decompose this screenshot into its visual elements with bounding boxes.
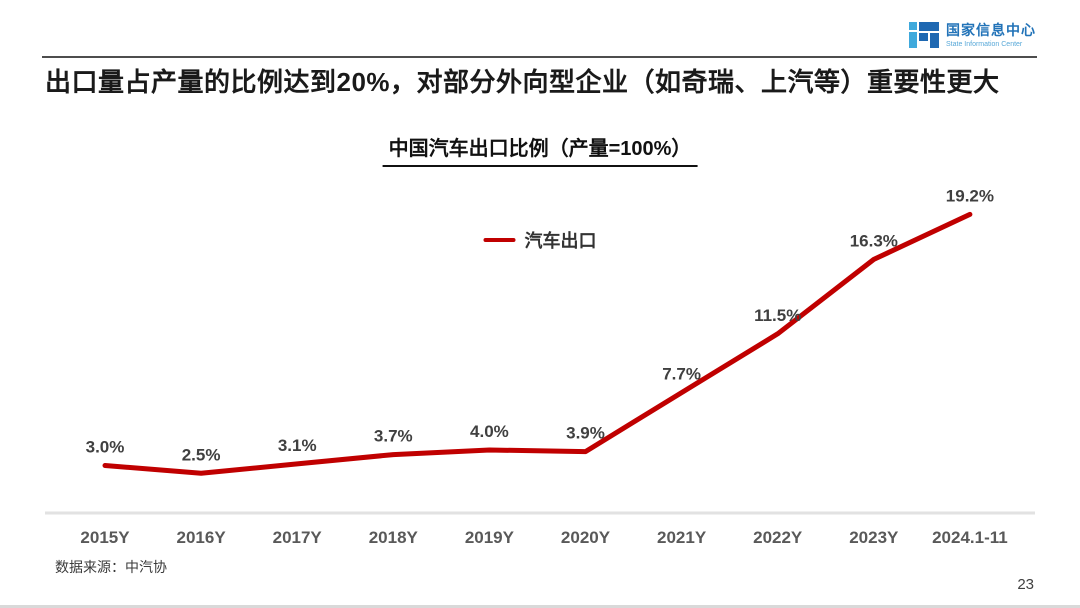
logo-text: 国家信息中心 State Information Center — [946, 20, 1036, 48]
x-axis-label: 2024.1-11 — [932, 528, 1008, 547]
chart-legend: 汽车出口 — [483, 227, 597, 253]
data-point-label: 19.2% — [946, 186, 994, 205]
data-point-label: 3.1% — [278, 436, 317, 455]
x-axis-label: 2018Y — [369, 528, 419, 547]
logo-name: 国家信息中心 — [946, 21, 1036, 38]
logo-subname: State Information Center — [946, 40, 1023, 48]
title-divider — [42, 56, 1037, 58]
data-point-label: 4.0% — [470, 422, 509, 441]
slide-title: 出口量占产量的比例达到20%，对部分外向型企业（如奇瑞、上汽等）重要性更大 — [45, 67, 1000, 97]
data-point-label: 2.5% — [182, 445, 221, 464]
x-axis-label: 2019Y — [465, 528, 515, 547]
data-point-label: 3.9% — [566, 424, 605, 443]
data-point-label: 3.0% — [86, 438, 125, 457]
x-axis-label: 2015Y — [80, 528, 130, 547]
data-point-label: 16.3% — [850, 231, 898, 250]
x-axis-label: 2016Y — [177, 528, 227, 547]
x-axis-label: 2020Y — [561, 528, 611, 547]
data-point-label: 3.7% — [374, 427, 413, 446]
chart-title: 中国汽车出口比例（产量=100%） — [382, 132, 698, 167]
data-source: 数据来源：中汽协 — [55, 559, 167, 575]
x-axis-label: 2023Y — [849, 528, 899, 547]
x-axis-label: 2022Y — [753, 528, 803, 547]
data-point-label: 7.7% — [662, 365, 701, 384]
page-number: 23 — [1017, 576, 1034, 593]
state-info-center-logo-icon — [909, 19, 939, 48]
x-axis-label: 2017Y — [273, 528, 323, 547]
data-point-label: 11.5% — [754, 306, 801, 325]
org-logo: 国家信息中心 State Information Center — [909, 19, 1036, 48]
export-line — [102, 211, 973, 476]
legend-label: 汽车出口 — [524, 231, 597, 251]
x-axis-label: 2021Y — [657, 528, 707, 547]
legend-line-swatch — [483, 238, 516, 242]
